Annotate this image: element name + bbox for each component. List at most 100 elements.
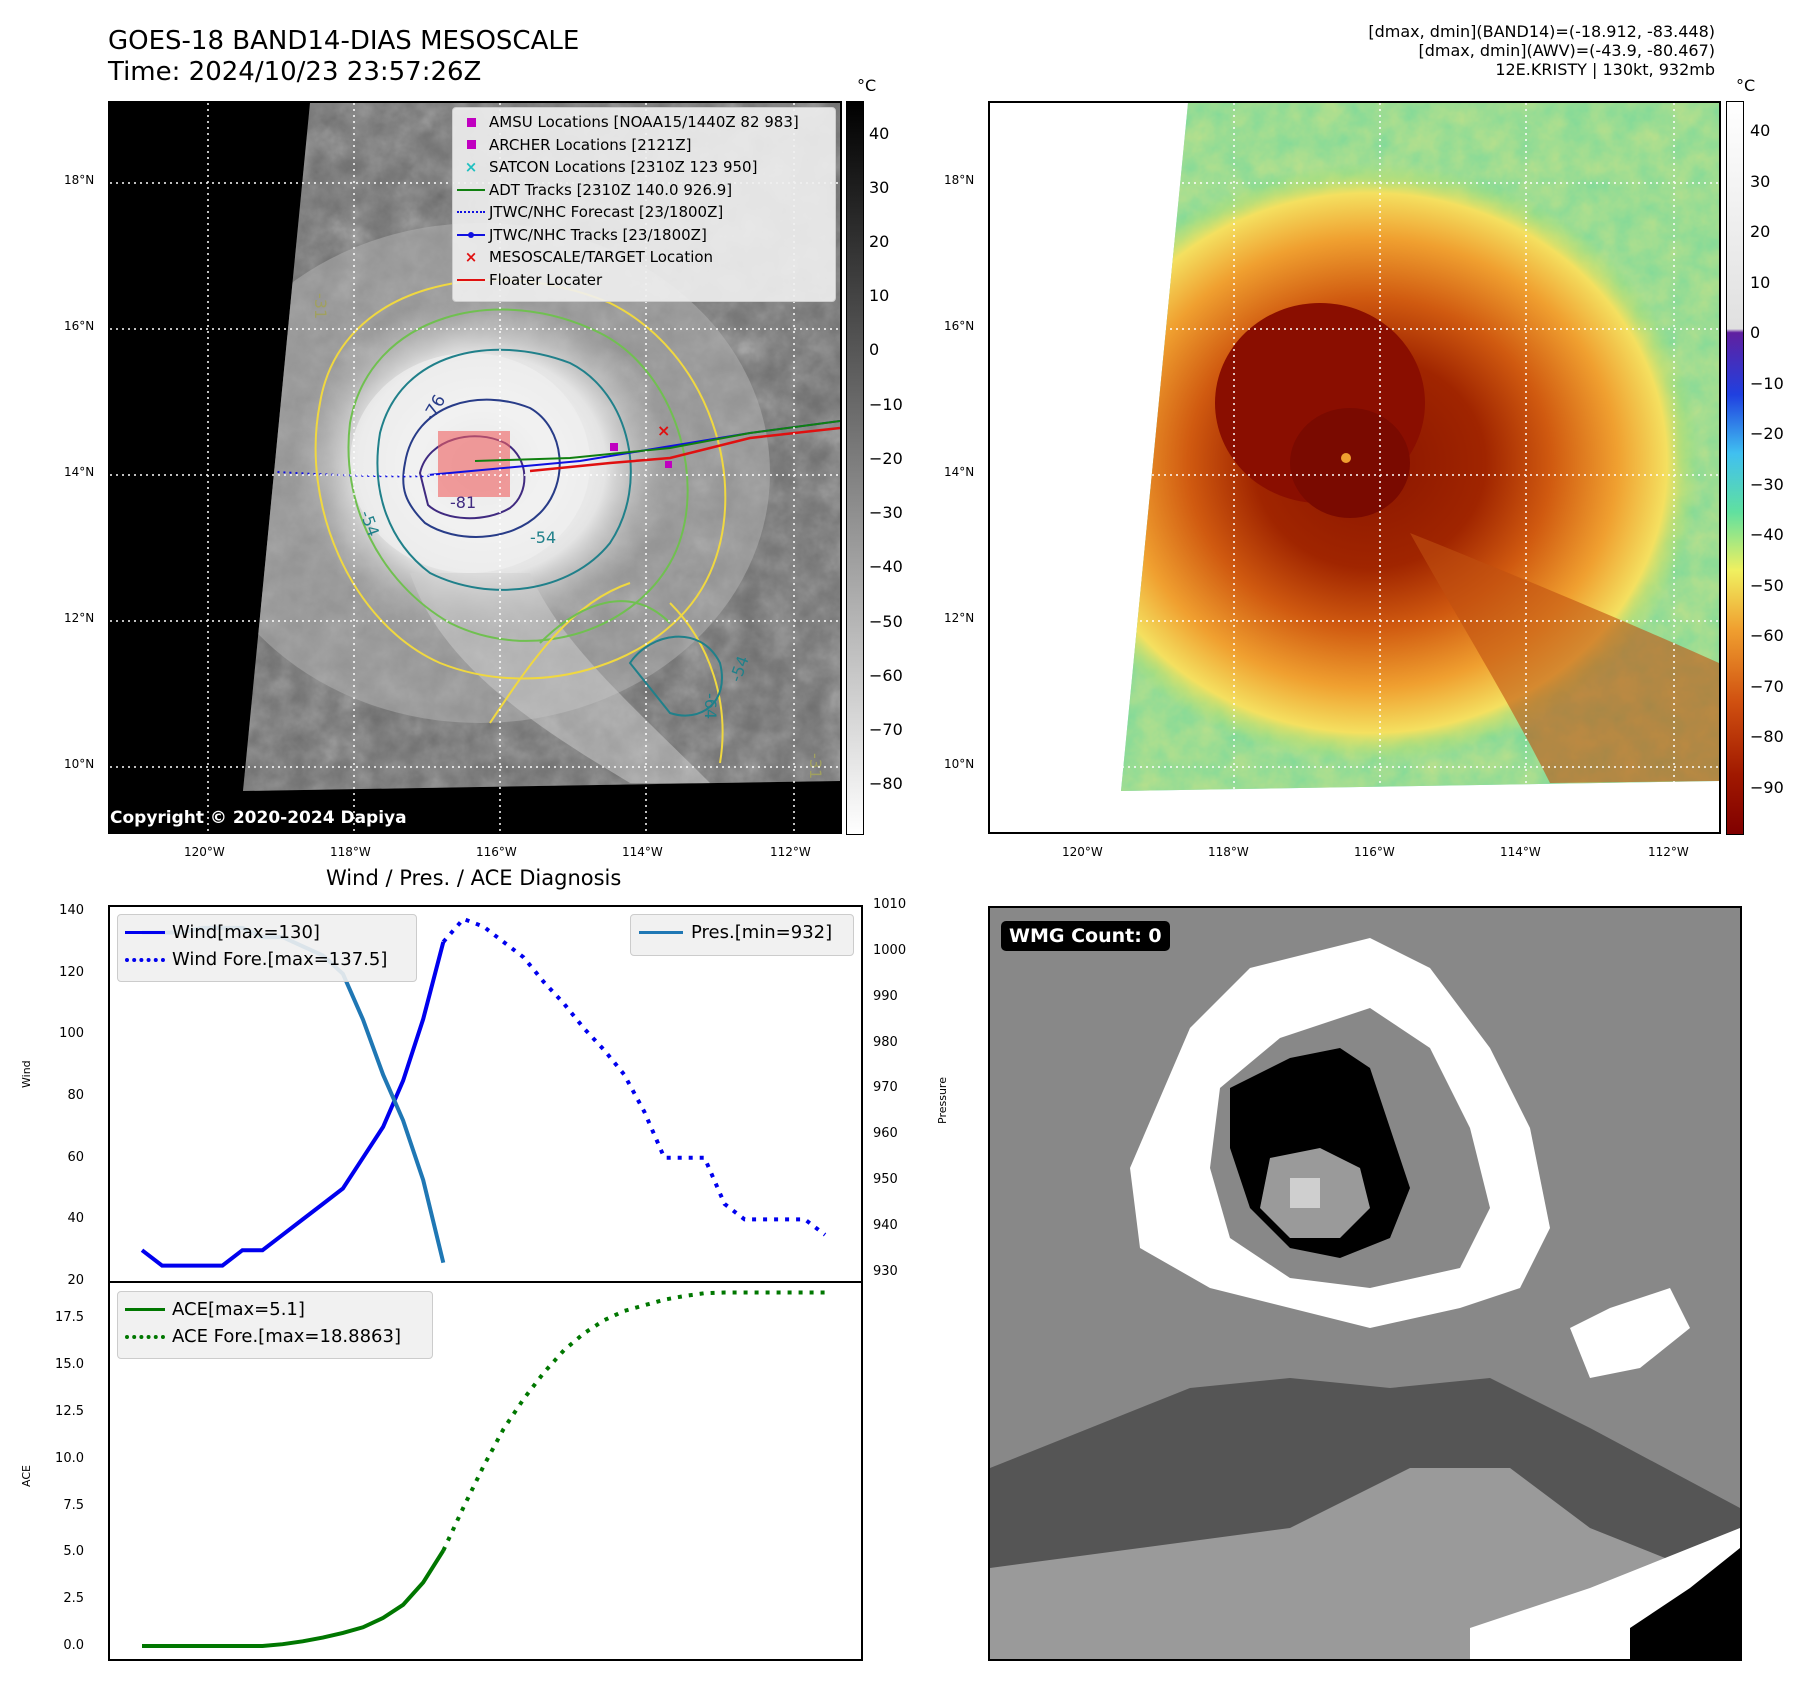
info-block: [dmax, dmin](BAND14)=(-18.912, -83.448) … bbox=[1368, 22, 1715, 79]
colorbar-tick-label: −80 bbox=[1750, 727, 1784, 747]
lat-label: 16°N bbox=[64, 319, 95, 333]
wind-axis-label: Wind bbox=[20, 1060, 33, 1088]
axis-tick-label: 120 bbox=[59, 964, 84, 980]
legend-entry: Wind Fore.[max=137.5] bbox=[118, 946, 416, 973]
lat-label: 16°N bbox=[944, 319, 975, 333]
lat-label: 12°N bbox=[944, 611, 975, 625]
colorbar-tick-label: 0 bbox=[1750, 323, 1761, 343]
legend-entry: × SATCON Locations [2310Z 123 950] bbox=[453, 156, 835, 179]
axis-tick-label: 80 bbox=[67, 1088, 84, 1104]
legend-entry: × MESOSCALE/TARGET Location bbox=[453, 246, 835, 269]
line-dot-icon bbox=[453, 225, 489, 245]
color-colorbar bbox=[1726, 101, 1744, 835]
lat-label: 10°N bbox=[64, 757, 95, 771]
legend-entry: Pres.[min=932] bbox=[631, 919, 853, 946]
axis-tick-label: 10.0 bbox=[55, 1450, 84, 1466]
legend-label: JTWC/NHC Forecast [23/1800Z] bbox=[489, 203, 724, 222]
colorbar-tick-label: 20 bbox=[1750, 222, 1771, 242]
axis-tick-label: 2.5 bbox=[63, 1591, 84, 1607]
axis-tick-label: 60 bbox=[67, 1149, 84, 1165]
axis-tick-label: 100 bbox=[59, 1026, 84, 1042]
colorbar-tick-label: −50 bbox=[1750, 575, 1784, 595]
color-ir-imagery bbox=[990, 103, 1719, 832]
legend-entry: JTWC/NHC Tracks [23/1800Z] bbox=[453, 224, 835, 247]
dotted-line-icon bbox=[118, 950, 172, 970]
axis-tick-label: 12.5 bbox=[55, 1404, 84, 1420]
line-icon bbox=[118, 1300, 172, 1320]
lon-label: 116°W bbox=[1354, 845, 1395, 859]
title-line-1: GOES-18 BAND14-DIAS MESOSCALE bbox=[108, 26, 580, 56]
colorbar-tick-label: 10 bbox=[1750, 272, 1771, 292]
x-marker-icon: × bbox=[464, 158, 478, 177]
contour-label: -31 bbox=[806, 753, 825, 779]
colorbar-tick-label: −70 bbox=[1750, 676, 1784, 696]
legend-label: Floater Locater bbox=[489, 270, 603, 289]
colorbar-tick-label: 30 bbox=[869, 177, 890, 197]
axis-tick-label: 40 bbox=[67, 1211, 84, 1227]
svg-text:×: × bbox=[657, 421, 670, 440]
legend-entry: AMSU Locations [NOAA15/1440Z 82 983] bbox=[453, 111, 835, 134]
wmg-imagery bbox=[990, 908, 1740, 1659]
axis-tick-label: 1000 bbox=[873, 942, 907, 958]
contour-label: -54 bbox=[530, 528, 556, 547]
square-marker-icon bbox=[453, 112, 489, 132]
x-marker-icon: × bbox=[464, 248, 478, 267]
colorbar-tick-label: −30 bbox=[1750, 474, 1784, 494]
legend-label: ADT Tracks [2310Z 140.0 926.9] bbox=[489, 180, 733, 199]
gray-ir-map: × -76 -81 -54 -54 -64 -54 -31 -31 AMSU L… bbox=[108, 101, 842, 834]
wmg-count-badge: WMG Count: 0 bbox=[1001, 921, 1170, 951]
colorbar-tick-label: 10 bbox=[869, 286, 890, 306]
contour-label: -64 bbox=[701, 693, 720, 719]
line-icon bbox=[453, 270, 489, 290]
main-title: GOES-18 BAND14-DIAS MESOSCALE Time: 2024… bbox=[108, 26, 579, 88]
axis-tick-label: 5.0 bbox=[63, 1544, 84, 1560]
lat-label: 18°N bbox=[944, 173, 975, 187]
color-ir-map bbox=[988, 101, 1721, 834]
colorbar-tick-label: 30 bbox=[1750, 171, 1771, 191]
gray-map-legend: AMSU Locations [NOAA15/1440Z 82 983] ARC… bbox=[452, 107, 836, 302]
lon-label: 112°W bbox=[770, 845, 811, 859]
colorbar-tick-label: −10 bbox=[869, 394, 903, 414]
info-line-2: [dmax, dmin](AWV)=(-43.9, -80.467) bbox=[1418, 41, 1715, 60]
axis-tick-label: 930 bbox=[873, 1263, 898, 1279]
colorbar-tick-label: −40 bbox=[1750, 525, 1784, 545]
wmg-panel bbox=[988, 906, 1742, 1661]
ace-legend: ACE[max=5.1] ACE Fore.[max=18.8863] bbox=[117, 1291, 433, 1359]
lon-label: 114°W bbox=[622, 845, 663, 859]
copyright-notice: Copyright © 2020-2024 Dapiya bbox=[110, 808, 407, 828]
colorbar-tick-label: 20 bbox=[869, 231, 890, 251]
colorbar-tick-label: −70 bbox=[869, 719, 903, 739]
pressure-axis-label: Pressure bbox=[936, 1077, 949, 1124]
line-icon bbox=[631, 923, 691, 943]
colorbar-tick-label: 0 bbox=[869, 340, 880, 360]
axis-tick-label: 960 bbox=[873, 1126, 898, 1142]
lon-label: 112°W bbox=[1648, 845, 1689, 859]
contour-label: -31 bbox=[311, 293, 330, 319]
legend-entry: ADT Tracks [2310Z 140.0 926.9] bbox=[453, 179, 835, 202]
axis-tick-label: 20 bbox=[67, 1273, 84, 1288]
contour-label: -81 bbox=[450, 493, 476, 512]
title-line-2: Time: 2024/10/23 23:57:26Z bbox=[108, 57, 482, 87]
dotted-line-icon bbox=[118, 1327, 172, 1347]
axis-tick-label: 950 bbox=[873, 1172, 898, 1188]
colorbar-tick-label: −40 bbox=[869, 557, 903, 577]
axis-tick-label: 940 bbox=[873, 1217, 898, 1233]
dotted-line-icon bbox=[453, 202, 489, 222]
lon-label: 118°W bbox=[1208, 845, 1249, 859]
legend-label: ARCHER Locations [2121Z] bbox=[489, 135, 692, 154]
line-icon bbox=[118, 923, 172, 943]
diagnosis-title: Wind / Pres. / ACE Diagnosis bbox=[326, 866, 622, 890]
legend-label: Pres.[min=932] bbox=[691, 922, 833, 943]
axis-tick-label: 1010 bbox=[873, 897, 907, 912]
lon-label: 116°W bbox=[476, 845, 517, 859]
colorbar-unit: °C bbox=[857, 76, 877, 95]
axis-tick-label: 17.5 bbox=[55, 1310, 84, 1326]
axis-tick-label: 970 bbox=[873, 1080, 898, 1096]
lat-label: 10°N bbox=[944, 757, 975, 771]
info-line-1: [dmax, dmin](BAND14)=(-18.912, -83.448) bbox=[1368, 22, 1715, 41]
colorbar-tick-label: −30 bbox=[869, 503, 903, 523]
legend-label: Wind Fore.[max=137.5] bbox=[172, 949, 388, 970]
colorbar-tick-label: −50 bbox=[869, 611, 903, 631]
legend-label: MESOSCALE/TARGET Location bbox=[489, 248, 714, 267]
ace-chart-frame bbox=[108, 1281, 863, 1661]
